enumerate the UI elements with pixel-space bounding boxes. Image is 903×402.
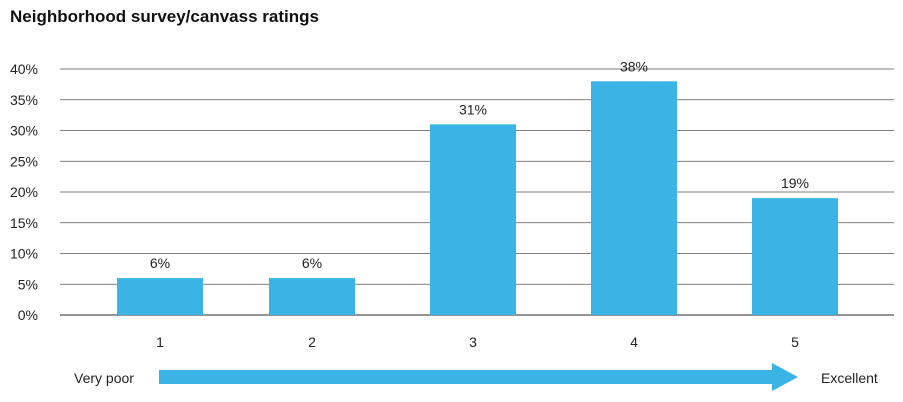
bar-4 xyxy=(591,81,677,315)
chart-title: Neighborhood survey/canvass ratings xyxy=(10,7,319,26)
y-tick-label: 35% xyxy=(10,92,38,108)
rating-scale: Very poor Excellent xyxy=(74,363,878,391)
data-label-2: 6% xyxy=(302,255,322,271)
data-label-1: 6% xyxy=(150,255,170,271)
y-tick-label: 25% xyxy=(10,153,38,169)
data-label-3: 31% xyxy=(459,101,487,117)
data-labels: 6% 6% 31% 38% 19% xyxy=(150,58,809,271)
y-tick-label: 30% xyxy=(10,123,38,139)
data-label-4: 38% xyxy=(620,58,648,74)
x-category-label: 4 xyxy=(630,334,638,350)
x-category-label: 3 xyxy=(469,334,477,350)
data-label-5: 19% xyxy=(781,175,809,191)
x-category-label: 5 xyxy=(791,334,799,350)
x-category-label: 2 xyxy=(308,334,316,350)
y-tick-label: 15% xyxy=(10,215,38,231)
bar-5 xyxy=(752,198,838,315)
y-tick-label: 5% xyxy=(18,276,38,292)
scale-right-label: Excellent xyxy=(821,370,878,386)
bar-3 xyxy=(430,124,516,315)
scale-left-label: Very poor xyxy=(74,370,134,386)
y-tick-label: 0% xyxy=(18,307,38,323)
bar-2 xyxy=(269,278,355,315)
y-axis-ticks: 0% 5% 10% 15% 20% 25% 30% 35% 40% xyxy=(10,61,38,323)
x-axis-categories: 1 2 3 4 5 xyxy=(156,334,799,350)
bars xyxy=(117,81,838,315)
bar-1 xyxy=(117,278,203,315)
y-tick-label: 20% xyxy=(10,184,38,200)
scale-arrow xyxy=(159,363,798,391)
x-category-label: 1 xyxy=(156,334,164,350)
y-tick-label: 10% xyxy=(10,246,38,262)
y-tick-label: 40% xyxy=(10,61,38,77)
